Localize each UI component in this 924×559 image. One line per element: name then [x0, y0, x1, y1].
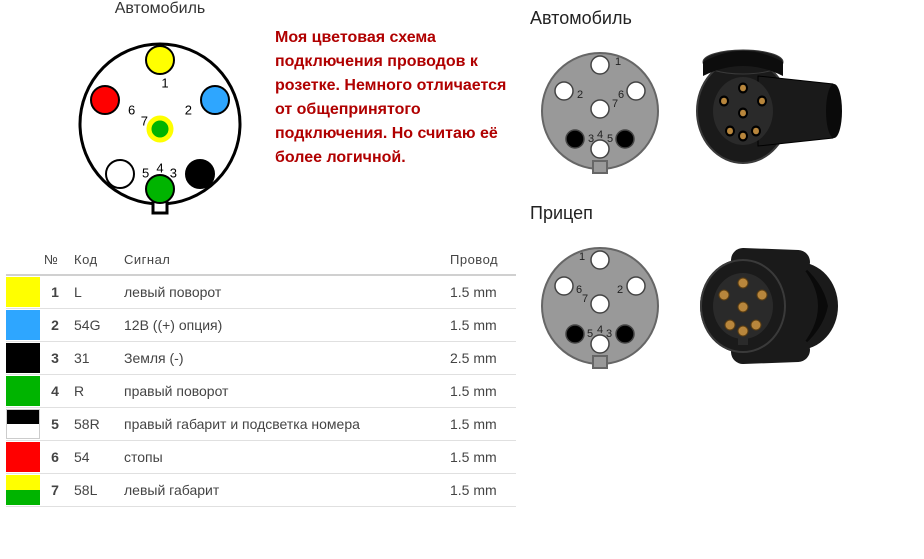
trailer-title: Прицеп [530, 203, 910, 224]
car-socket-diagram: 1234567 [530, 41, 670, 181]
svg-text:7: 7 [582, 293, 588, 305]
right-panel: Автомобиль 1234567 Прицеп 1234567 [530, 8, 910, 398]
svg-text:4: 4 [597, 129, 603, 141]
svg-text:5: 5 [142, 165, 149, 180]
svg-text:1: 1 [615, 56, 621, 68]
color-diagram-title: Автомобиль [40, 0, 280, 18]
table-row: 558Rправый габарит и подсветка номера1.5… [6, 408, 516, 441]
trailer-socket-diagram: 1234567 [530, 236, 670, 376]
car-section: Автомобиль 1234567 [530, 8, 910, 181]
car-title: Автомобиль [530, 8, 910, 29]
svg-text:2: 2 [617, 284, 623, 296]
wiring-table: № Код Сигнал Провод 1Lлевый поворот1.5 m… [6, 245, 516, 507]
th-num: № [40, 245, 70, 275]
svg-text:4: 4 [597, 324, 603, 336]
svg-text:2: 2 [577, 89, 583, 101]
svg-text:1: 1 [579, 251, 585, 263]
color-diagram-svg-container: 1 2 345 67 [60, 24, 260, 224]
svg-text:4: 4 [156, 160, 163, 175]
svg-text:6: 6 [128, 102, 135, 117]
svg-text:2: 2 [185, 102, 192, 117]
description-text: Моя цветовая схема подключения проводов … [275, 26, 515, 170]
table-row: 1Lлевый поворот1.5 mm [6, 275, 516, 309]
th-code: Код [70, 245, 120, 275]
table-row: 331Земля (-)2.5 mm [6, 342, 516, 375]
trailer-section: Прицеп 1234567 [530, 203, 910, 376]
car-plug-photo [688, 46, 848, 176]
color-wiring-diagram: Автомобиль 1 2 345 67 [40, 0, 280, 224]
svg-text:6: 6 [618, 89, 624, 101]
trailer-plug-photo [688, 241, 848, 371]
svg-text:5: 5 [607, 133, 613, 145]
table-row: 758Lлевый габарит1.5 mm [6, 474, 516, 507]
svg-text:1: 1 [161, 75, 168, 90]
table-row: 654стопы1.5 mm [6, 441, 516, 474]
svg-text:5: 5 [587, 328, 593, 340]
th-wire: Провод [446, 245, 516, 275]
svg-text:7: 7 [612, 98, 618, 110]
table-row: 254G12В ((+) опция)1.5 mm [6, 309, 516, 342]
svg-text:7: 7 [141, 113, 148, 128]
svg-text:3: 3 [170, 165, 177, 180]
th-signal: Сигнал [120, 245, 446, 275]
table-row: 4Rправый поворот1.5 mm [6, 375, 516, 408]
